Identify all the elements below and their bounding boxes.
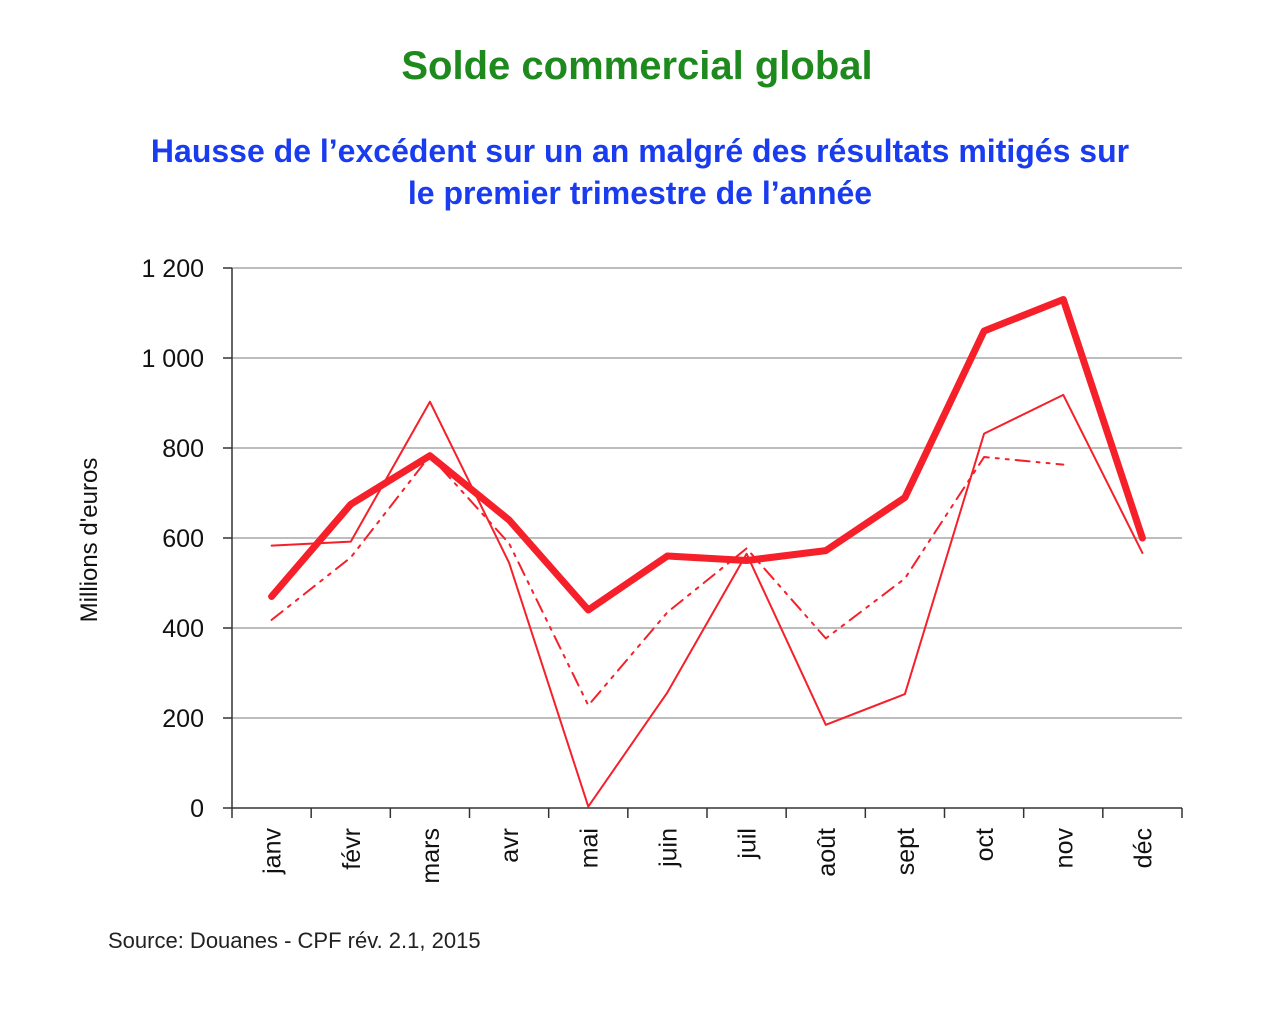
- x-tick-label: sept: [892, 828, 920, 875]
- x-tick-label: avr: [496, 828, 524, 863]
- y-tick-label: 0: [190, 795, 204, 823]
- y-tick-label: 400: [162, 615, 204, 643]
- x-tick-label: oct: [971, 828, 999, 861]
- chart-subtitle: Hausse de l’excédent sur un an malgré de…: [40, 130, 1240, 214]
- axes: [223, 267, 1183, 818]
- subtitle-line-2: le premier trimestre de l’année: [407, 175, 873, 211]
- series-line-thick-solid: [268, 296, 1146, 614]
- gridlines: [232, 267, 1182, 719]
- y-tick-label: 600: [162, 525, 204, 553]
- subtitle-line-1: Hausse de l’excédent sur un an malgré de…: [150, 133, 1130, 169]
- y-tick-label: 1 000: [141, 345, 204, 373]
- chart-title: Solde commercial global: [401, 44, 873, 88]
- x-tick-label: août: [813, 828, 841, 877]
- x-tick-labels: janv févr mars avr mai juin juil août sept oct nov…: [259, 828, 1158, 884]
- x-tick-label: janv: [259, 828, 287, 875]
- x-tick-label: déc: [1129, 828, 1157, 868]
- x-tick-label: févr: [338, 828, 366, 870]
- series-lines: [268, 296, 1146, 808]
- y-tick-labels: 0 200 400 600 800 1 000 1 200: [141, 255, 204, 823]
- source-note: Source: Douanes - CPF rév. 2.1, 2015: [108, 928, 481, 953]
- series-line-dash-dot: [270, 454, 1065, 707]
- y-tick-label: 200: [162, 705, 204, 733]
- y-tick-label: 1 200: [141, 255, 204, 283]
- x-tick-label: mai: [575, 828, 603, 868]
- y-tick-label: 800: [162, 435, 204, 463]
- series-line-thin-solid: [270, 393, 1144, 808]
- x-tick-label: mars: [417, 828, 445, 884]
- x-tick-label: juil: [734, 828, 762, 860]
- x-tick-label: nov: [1050, 828, 1078, 869]
- x-tick-label: juin: [654, 828, 682, 868]
